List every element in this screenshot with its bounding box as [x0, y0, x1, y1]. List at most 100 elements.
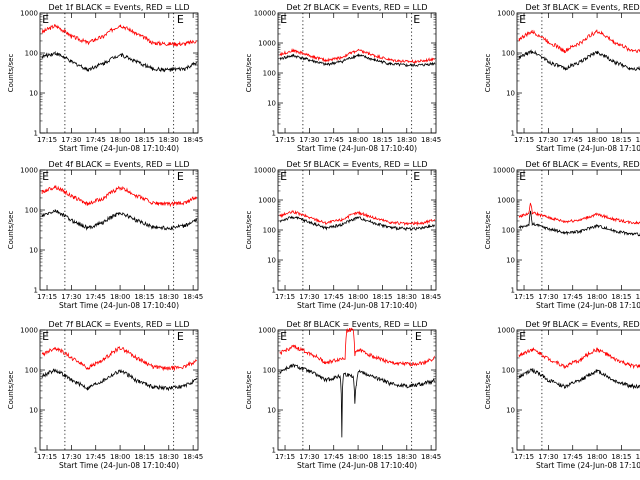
series-lld-line [41, 23, 197, 48]
panel-title: Det 9f BLACK = Events, RED = LLD [525, 320, 640, 329]
x-axis-title: Start Time (24-Jun-08 17:10:40) [297, 301, 417, 310]
x-tick-label: 18:45 [421, 453, 441, 461]
event-marker-label: E [519, 170, 526, 183]
y-axis-title: Counts/sec [245, 211, 253, 250]
y-tick-label: 1 [34, 447, 38, 455]
event-marker-label: E [42, 330, 49, 343]
y-tick-label: 100 [263, 227, 276, 235]
y-tick-label: 1000 [20, 327, 38, 335]
x-tick-label: 17:45 [324, 293, 344, 301]
y-tick-label: 100 [502, 367, 515, 375]
plot-frame [516, 12, 640, 134]
y-axis-title: Counts/sec [7, 211, 15, 250]
series-lld-line [41, 345, 197, 372]
event-marker-label: E [42, 13, 49, 26]
y-tick-label: 1000 [20, 167, 38, 175]
y-tick-label: 10000 [254, 167, 276, 175]
y-tick-label: 1000 [258, 197, 276, 205]
y-tick-label: 100 [25, 367, 38, 375]
series-events-line [279, 363, 435, 438]
y-tick-label: 100 [502, 227, 515, 235]
x-tick-label: 18:30 [397, 136, 417, 144]
x-tick-label: 17:45 [86, 136, 106, 144]
series-lld-line [518, 202, 640, 225]
series-events-line [279, 215, 435, 232]
y-tick-label: 10 [506, 257, 515, 265]
x-tick-label: 17:45 [563, 293, 583, 301]
x-tick-label: 18:15 [611, 136, 631, 144]
series-events-line [518, 210, 640, 237]
x-tick-label: 18:30 [636, 293, 640, 301]
y-tick-label: 1 [34, 287, 38, 295]
x-tick-label: 17:15 [514, 293, 534, 301]
x-tick-label: 18:00 [110, 293, 130, 301]
panel-det-1: Det 1f BLACK = Events, RED = LLD 1 10 100 10… [7, 3, 203, 153]
x-tick-label: 18:00 [348, 136, 368, 144]
x-tick-label: 18:15 [134, 453, 154, 461]
x-tick-label: 17:30 [538, 293, 558, 301]
x-tick-label: 17:45 [86, 453, 106, 461]
x-tick-label: 18:30 [397, 453, 417, 461]
x-tick-label: 18:00 [348, 293, 368, 301]
y-tick-label: 100 [263, 70, 276, 78]
event-marker-label: E [177, 13, 184, 26]
series-lld-line [279, 209, 435, 227]
event-marker-label: E [280, 170, 287, 183]
panel-det-2: Det 2f BLACK = Events, RED = LLD 1 10 100 10… [245, 3, 441, 153]
y-tick-label: 1000 [20, 10, 38, 18]
series-events-line [41, 50, 197, 73]
x-tick-label: 17:30 [61, 136, 81, 144]
event-marker-label: E [413, 170, 420, 183]
x-tick-label: 18:00 [587, 453, 607, 461]
x-axis-title: Start Time (24-Jun-08 17:10:40) [59, 461, 179, 470]
panel-det-3: Det 3f BLACK = Events, RED = LLD 1 10 100 10… [484, 3, 640, 153]
x-axis-title: Start Time (24-Jun-08 17:10:40) [536, 144, 640, 153]
x-tick-label: 18:45 [183, 293, 203, 301]
x-tick-label: 18:30 [636, 136, 640, 144]
y-axis-title: Counts/sec [245, 371, 253, 410]
panel-title: Det 1f BLACK = Events, RED = LLD [48, 3, 189, 12]
series-lld-line [279, 327, 435, 367]
series-events-line [41, 368, 197, 392]
y-tick-label: 100 [263, 367, 276, 375]
y-tick-label: 10000 [254, 10, 276, 18]
panel-det-9: Det 9f BLACK = Events, RED = LLD 1 10 100 10… [484, 320, 640, 470]
x-axis-title: Start Time (24-Jun-08 17:10:40) [59, 144, 179, 153]
y-tick-label: 1000 [497, 327, 515, 335]
x-tick-label: 17:15 [37, 293, 57, 301]
x-tick-label: 17:30 [538, 453, 558, 461]
y-axis-title: Counts/sec [484, 211, 492, 250]
event-marker-label: E [280, 330, 287, 343]
plot-frame [516, 329, 640, 451]
y-tick-label: 10 [506, 90, 515, 98]
x-tick-label: 17:30 [299, 453, 319, 461]
x-tick-label: 17:45 [563, 136, 583, 144]
y-axis-title: Counts/sec [484, 371, 492, 410]
x-tick-label: 17:15 [514, 453, 534, 461]
x-tick-label: 17:30 [299, 136, 319, 144]
series-lld-line [279, 47, 435, 64]
x-tick-label: 17:45 [324, 136, 344, 144]
x-axis-title: Start Time (24-Jun-08 17:10:40) [297, 461, 417, 470]
event-marker-label: E [415, 330, 422, 343]
y-tick-label: 1 [272, 130, 276, 138]
x-tick-label: 18:00 [348, 453, 368, 461]
x-tick-label: 17:45 [324, 453, 344, 461]
y-tick-label: 10 [267, 407, 276, 415]
y-axis-title: Counts/sec [7, 54, 15, 93]
x-tick-label: 18:45 [421, 293, 441, 301]
x-tick-label: 18:15 [611, 453, 631, 461]
x-tick-label: 18:00 [587, 293, 607, 301]
x-tick-label: 17:15 [275, 136, 295, 144]
y-axis-title: Counts/sec [484, 54, 492, 93]
x-tick-label: 18:00 [110, 453, 130, 461]
y-tick-label: 1 [511, 287, 515, 295]
x-tick-label: 18:45 [183, 453, 203, 461]
y-tick-label: 10 [29, 407, 38, 415]
y-axis-title: Counts/sec [245, 54, 253, 93]
x-axis-title: Start Time (24-Jun-08 17:10:40) [59, 301, 179, 310]
event-marker-label: E [42, 170, 49, 183]
series-lld-line [518, 347, 640, 370]
y-tick-label: 100 [25, 50, 38, 58]
